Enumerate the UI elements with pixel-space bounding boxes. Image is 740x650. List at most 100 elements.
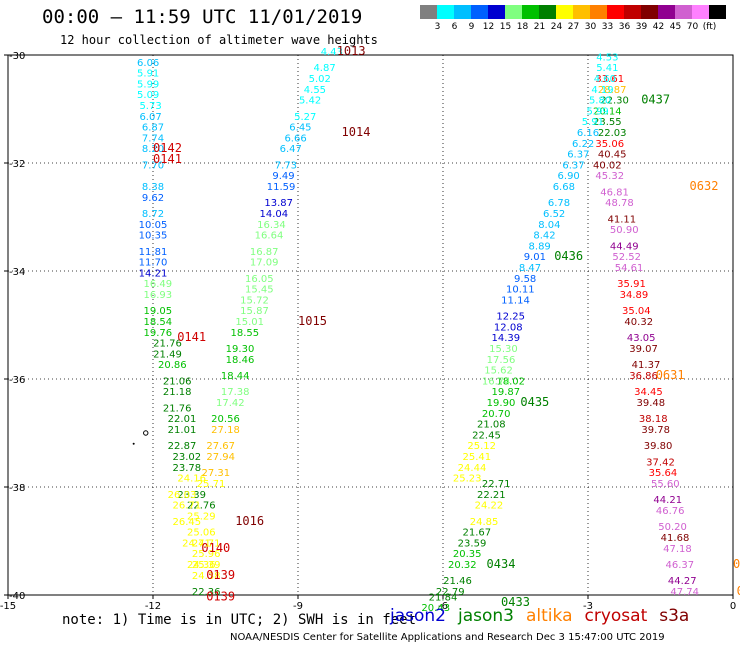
- color-swatch: [607, 5, 624, 19]
- swh-value-label: 8.72: [142, 209, 164, 220]
- swh-value-label: 16.49: [144, 279, 173, 290]
- swh-value-label: 8.20: [142, 144, 164, 155]
- swh-value-label: 13.87: [264, 198, 293, 209]
- pass-time-label: 0433: [501, 595, 530, 609]
- swh-value-label: 25.41: [463, 452, 492, 463]
- y-tick-label: -32: [9, 159, 25, 170]
- swh-value-label: 46.81: [600, 187, 629, 198]
- swh-value-label: 8.38: [142, 182, 164, 193]
- satellite-legend-item: cryosat: [584, 606, 648, 626]
- swh-value-label: 47.18: [663, 544, 692, 555]
- chart-subtitle: 12 hour collection of altimeter wave hei…: [60, 33, 378, 47]
- swh-value-label: 21.84: [429, 592, 458, 603]
- satellite-legend-item: jason3: [458, 606, 514, 626]
- swh-value-label: 21.08: [477, 420, 506, 431]
- color-swatch: [454, 5, 471, 19]
- color-scale-label: 3: [434, 22, 441, 32]
- swh-value-label: 25.71: [197, 479, 226, 490]
- swh-value-label: 15.87: [240, 306, 269, 317]
- x-tick-label: -6: [438, 601, 448, 612]
- swh-value-label: 19.30: [226, 344, 255, 355]
- pass-time-label: 0631: [656, 368, 685, 382]
- x-tick-label: -12: [145, 601, 161, 612]
- swh-value-label: 17.42: [216, 398, 245, 409]
- swh-value-label: 5.91: [137, 69, 159, 80]
- pass-time-label: 0141: [153, 152, 182, 166]
- swh-value-label: 41.68: [661, 533, 690, 544]
- swh-value-label: 12.08: [494, 322, 523, 333]
- swh-value-label: 43.05: [627, 333, 656, 344]
- swh-value-label: 18.46: [226, 355, 255, 366]
- swh-value-label: 22.01: [168, 414, 197, 425]
- swh-value-label: 24.22: [475, 501, 504, 512]
- swh-value-label: 15.62: [484, 366, 513, 377]
- swh-value-label: 21.46: [443, 576, 472, 587]
- swh-value-label: 5.27: [294, 112, 316, 123]
- color-scale-label: 9: [468, 22, 475, 32]
- swh-value-label: 38.18: [639, 414, 668, 425]
- swh-value-label: 46.37: [666, 560, 695, 571]
- color-swatch: [658, 5, 675, 19]
- swh-value-label: 6.66: [284, 133, 306, 144]
- swh-value-label: 11.81: [139, 247, 168, 258]
- swh-value-label: 50.90: [610, 225, 639, 236]
- swh-value-label: 19.76: [144, 328, 173, 339]
- swh-value-label: 4.53: [596, 52, 618, 63]
- swh-value-label: 11.59: [267, 182, 296, 193]
- swh-value-label: 25.06: [187, 528, 216, 539]
- swh-value-label: 33.61: [595, 74, 624, 85]
- x-tick-label: -15: [0, 601, 16, 612]
- swh-value-label: 10.35: [139, 231, 168, 242]
- pass-time-label: 0141: [177, 330, 206, 344]
- pass-time-label: 0435: [520, 395, 549, 409]
- swh-value-label: 21.18: [163, 387, 192, 398]
- swh-value-label: 22.21: [477, 490, 506, 501]
- swh-value-label: 5.99: [137, 79, 159, 90]
- swh-value-label: 16.05: [245, 274, 274, 285]
- color-scale-label: 12: [482, 22, 495, 32]
- swh-value-label: 6.47: [280, 144, 302, 155]
- swh-value-label: 9.01: [524, 252, 546, 263]
- color-scale-label: 45: [669, 22, 682, 32]
- swh-value-label: 15.30: [489, 344, 518, 355]
- swh-value-label: 16.64: [255, 231, 284, 242]
- swh-value-label: 16.93: [144, 290, 173, 301]
- swh-value-label: 26.03: [168, 490, 197, 501]
- color-swatch: [624, 5, 641, 19]
- swh-value-label: 6.06: [137, 58, 159, 69]
- swh-value-label: 5.02: [309, 74, 331, 85]
- color-swatch: [420, 5, 437, 19]
- swh-value-label: 6.52: [543, 209, 565, 220]
- color-scale-label: 36: [618, 22, 631, 32]
- swh-value-label: 40.32: [624, 317, 653, 328]
- swh-value-label: 41.11: [608, 214, 637, 225]
- swh-value-label: 21.67: [463, 528, 492, 539]
- swh-value-label: 9.62: [142, 193, 164, 204]
- swh-value-label: 20.14: [593, 106, 622, 117]
- swh-value-label: 23.39: [177, 490, 206, 501]
- swh-value-label: 27.94: [206, 452, 235, 463]
- x-tick-label: -9: [293, 601, 303, 612]
- swh-value-label: 7.70: [142, 160, 164, 171]
- pass-time-label: 0142: [153, 141, 182, 155]
- swh-value-label: 19.05: [144, 306, 173, 317]
- swh-value-label: 6.37: [562, 160, 584, 171]
- pass-time-label: 062: [737, 584, 740, 598]
- swh-value-label: 21.06: [163, 376, 192, 387]
- y-tick-label: -34: [9, 267, 25, 278]
- swh-value-label: 18.54: [144, 317, 173, 328]
- swh-value-label: 4.55: [304, 85, 326, 96]
- island-marker: [143, 430, 149, 436]
- swh-value-label: 14.39: [492, 333, 521, 344]
- color-swatch: [488, 5, 505, 19]
- swh-value-label: 44.27: [668, 576, 697, 587]
- swh-value-label: 15.72: [240, 295, 269, 306]
- swh-value-label: 6.07: [139, 112, 161, 123]
- color-scale-label: 15: [499, 22, 512, 32]
- pass-time-label: 1016: [235, 514, 264, 528]
- swh-value-label: 18.44: [221, 371, 250, 382]
- swh-value-label: 24.85: [470, 517, 499, 528]
- swh-value-label: 22.76: [187, 501, 216, 512]
- swh-value-label: 11.14: [501, 295, 530, 306]
- color-scale-label: 24: [550, 22, 563, 32]
